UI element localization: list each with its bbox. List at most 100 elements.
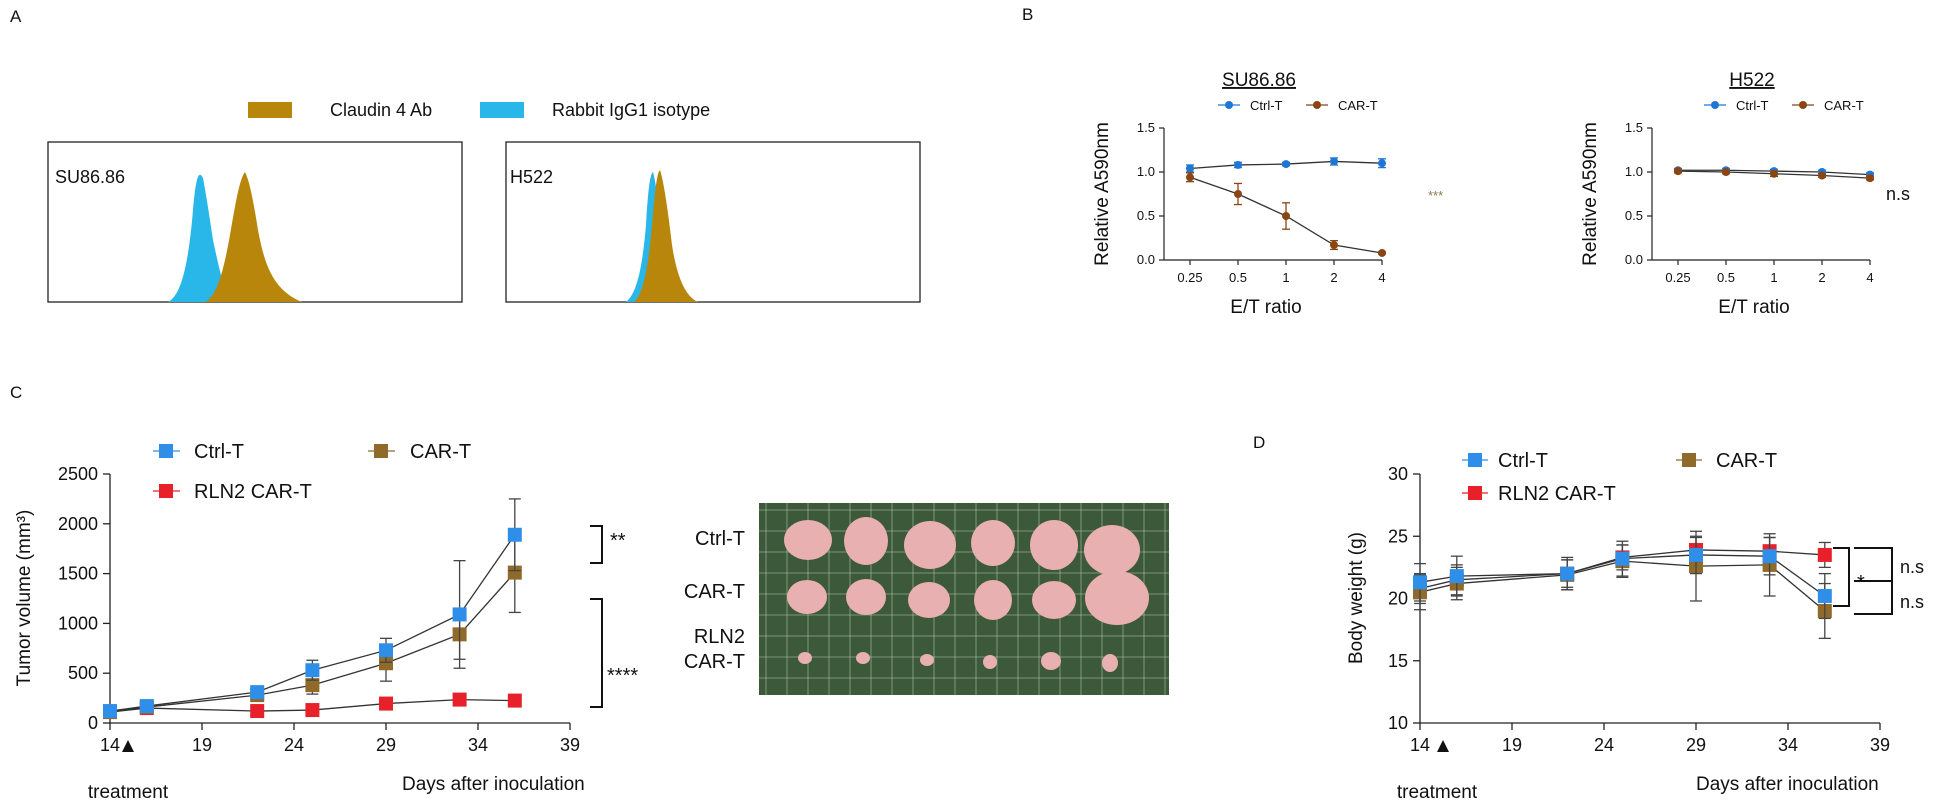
histogram-box-h522 [505, 141, 921, 303]
legend-claudin-label: Claudin 4 Ab [330, 100, 432, 120]
chart-b-left-legend-car: CAR-T [1338, 98, 1378, 113]
chart-d-sig-ns-upper: n.s [1900, 557, 1924, 577]
chart-b-left-point-ctrl-t [1282, 160, 1290, 169]
tumor [1030, 520, 1078, 570]
legend-isotype-swatch [480, 102, 524, 118]
chart-b-right-legend-car-marker [1799, 101, 1807, 109]
chart-c-xtick-label: 14 [100, 735, 120, 755]
tumor [920, 654, 934, 666]
chart-b-right-xlabel: E/T ratio [1718, 297, 1789, 318]
chart-b-left-xticks: 0.25 0.5 1 2 4 [1177, 260, 1386, 285]
chart-b-left-xtick-label: 2 [1330, 270, 1337, 285]
chart-d-ytick-label: 30 [1388, 464, 1408, 484]
chart-b-left-point-car-t [1234, 190, 1242, 198]
chart-c-xtick-label: 19 [192, 735, 212, 755]
chart-d-xlabel: Days after inoculation [1696, 774, 1879, 795]
chart-b-right-xtick-label: 0.5 [1717, 270, 1735, 285]
chart-c-xtick-label: 24 [284, 735, 304, 755]
chart-c-treatment-marker [122, 740, 134, 752]
chart-c-series [103, 498, 522, 720]
panel-letter-c: C [10, 383, 22, 402]
chart-b-right-point-car-t [1770, 169, 1778, 178]
chart-b-left-point-ctrl-t [1234, 160, 1242, 169]
histogram-su86-label: SU86.86 [55, 167, 125, 187]
chart-c-sig-top: ** [610, 530, 626, 552]
chart-c-point [507, 693, 522, 708]
chart-b-right-xtick-label: 1 [1770, 270, 1777, 285]
chart-d-treatment-label: treatment [1397, 782, 1478, 801]
chart-d-ytick-label: 10 [1388, 713, 1408, 733]
chart-d-legend-rln2-marker [1468, 486, 1482, 500]
chart-b-right-point-car-t [1674, 167, 1682, 176]
chart-c-ytick-label: 0 [88, 713, 98, 733]
chart-b-right-ytick-label: 0.0 [1625, 252, 1643, 267]
chart-c-point [305, 703, 320, 718]
tumor-photo: Ctrl-T CAR-T RLN2 CAR-T [684, 503, 1169, 695]
tumor [846, 579, 886, 615]
chart-c-point [452, 692, 467, 707]
chart-c-legend-rln2: RLN2 CAR-T [194, 481, 312, 503]
chart-d-xtick-label: 19 [1502, 735, 1522, 755]
tumor [784, 520, 832, 560]
tumor [1085, 571, 1149, 625]
panel-c: Tumor volume (mm³) Days after inoculatio… [14, 441, 1169, 801]
panel-b: SU86.86 H522 Relative A590nm E/T ratio 0… [1092, 70, 1910, 318]
chart-c-treatment-label: treatment [88, 782, 169, 801]
tumor [904, 521, 956, 569]
tumor [844, 517, 888, 565]
histogram-su86-claudin [205, 172, 302, 302]
chart-c-xtick-label: 34 [468, 735, 488, 755]
chart-c-point [379, 656, 393, 671]
chart-c-bracket-bottom [590, 598, 603, 708]
chart-d-xtick-label: 24 [1594, 735, 1614, 755]
tumor [908, 582, 950, 618]
chart-d-series [1413, 530, 1832, 639]
chart-c-xtick-label: 39 [560, 735, 580, 755]
chart-b-left-ytick-label: 1.5 [1137, 120, 1155, 135]
chart-b-left-point-ctrl-t [1378, 159, 1386, 168]
chart-d-legend-ctrl-marker [1468, 453, 1482, 467]
chart-b-left-series [1186, 157, 1386, 257]
chart-b-left-legend-ctrl-marker [1225, 101, 1233, 109]
chart-c-xticks: 14 19 24 29 34 39 [100, 723, 580, 755]
chart-b-left-xtick-label: 1 [1282, 270, 1289, 285]
chart-b-left-point-ctrl-t [1186, 164, 1194, 173]
chart-b-left-point-ctrl-t [1330, 157, 1338, 166]
chart-c-ytick-label: 2500 [58, 464, 98, 484]
chart-d-xtick-label: 29 [1686, 735, 1706, 755]
panel-d: Body weight (g) Days after inoculation t… [1346, 450, 1924, 801]
chart-b-left-legend-car-marker [1313, 101, 1321, 109]
chart-d-point [1413, 575, 1427, 590]
tumor [974, 580, 1012, 620]
chart-d-bracket-outer [1833, 547, 1850, 607]
chart-d-yticks: 10 15 20 25 30 [1388, 464, 1420, 733]
legend-claudin-swatch [248, 102, 292, 118]
chart-c-point [139, 699, 154, 714]
chart-b-left-point-car-t [1330, 241, 1338, 250]
panel-letter-b: B [1022, 5, 1033, 24]
chart-b-right-sig: n.s [1886, 184, 1910, 204]
chart-b-left-xtick-label: 4 [1378, 270, 1385, 285]
chart-b-right-point-car-t [1722, 168, 1730, 176]
chart-d-legend-car-marker [1682, 453, 1696, 467]
chart-c-ylabel: Tumor volume (mm³) [14, 510, 35, 687]
chart-b-left-ylabel: Relative A590nm [1092, 122, 1113, 266]
chart-c-legend-ctrl-marker [159, 444, 173, 458]
chart-d-xtick-label: 34 [1778, 735, 1798, 755]
tumor [798, 652, 812, 664]
chart-c-legend-ctrl: Ctrl-T [194, 441, 244, 463]
chart-b-right-point-car-t [1818, 171, 1826, 180]
chart-c-xlabel: Days after inoculation [402, 774, 585, 795]
chart-c-point [379, 643, 393, 658]
panel-a-legend: Claudin 4 Ab Rabbit IgG1 isotype [248, 100, 710, 120]
chart-b-right-xtick-label: 0.25 [1665, 270, 1690, 285]
chart-b-left-point-car-t [1282, 212, 1290, 220]
chart-c-point [507, 565, 522, 580]
chart-d-xtick-label: 14 [1410, 735, 1430, 755]
chart-b-left-xtick-label: 0.25 [1177, 270, 1202, 285]
chart-c-point [452, 607, 467, 622]
chart-b-left-xlabel: E/T ratio [1230, 297, 1301, 318]
chart-d-point [1762, 549, 1777, 564]
chart-b-right-legend-ctrl: Ctrl-T [1736, 98, 1769, 113]
